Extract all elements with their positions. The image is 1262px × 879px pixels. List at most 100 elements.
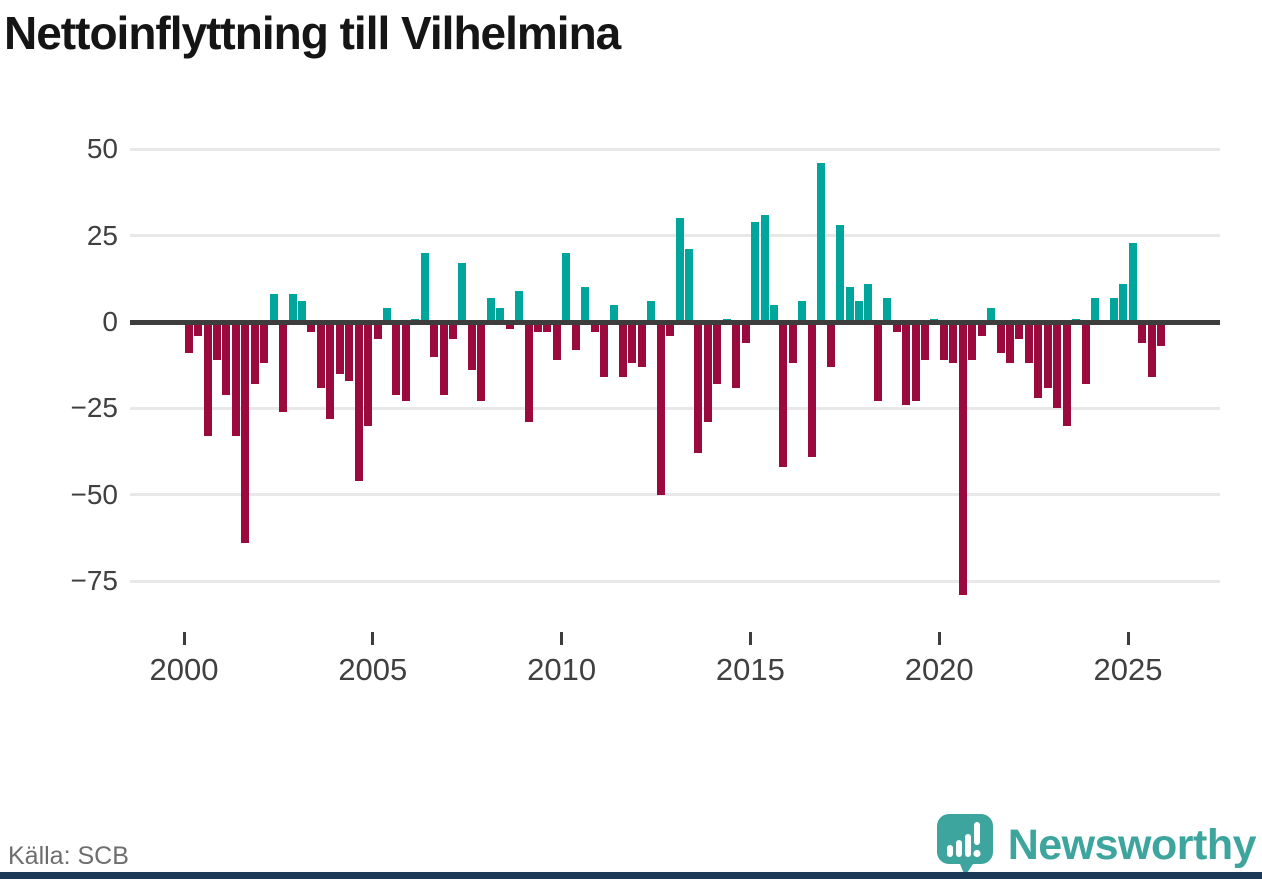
bar-2025-Q2 <box>1138 322 1147 343</box>
bar-2005-Q3 <box>392 322 401 395</box>
newsworthy-bubble-chart-icon <box>936 814 993 876</box>
bar-2021-Q3 <box>996 322 1005 354</box>
bar-2019-Q3 <box>921 322 930 360</box>
bar-2007-Q1 <box>449 322 458 340</box>
bar-2001-Q2 <box>231 322 240 436</box>
bar-2011-Q2 <box>609 304 618 322</box>
bar-2016-Q2 <box>798 301 807 322</box>
bar-2019-Q1 <box>902 322 911 405</box>
bar-2023-Q1 <box>1053 322 1062 409</box>
x-axis-label: 2000 <box>149 652 219 687</box>
gridline <box>130 406 1220 410</box>
bar-2021-Q1 <box>977 322 986 336</box>
zero-axis-line <box>130 319 1220 325</box>
bar-2005-Q4 <box>401 322 410 402</box>
bottom-accent-strip <box>0 872 1262 879</box>
bar-2021-Q4 <box>1006 322 1014 364</box>
x-axis-label: 2020 <box>904 652 974 687</box>
bar-2007-Q3 <box>467 322 476 371</box>
bar-2002-Q1 <box>260 322 269 364</box>
y-axis-label: 25 <box>86 219 118 251</box>
bar-2011-Q3 <box>618 322 627 378</box>
bar-2017-Q2 <box>836 225 845 322</box>
bar-2015-Q1 <box>751 221 760 322</box>
bar-2023-Q4 <box>1081 322 1090 385</box>
bar-2002-Q2 <box>269 294 278 322</box>
gridline <box>130 147 1220 151</box>
bar-2008-Q4 <box>515 290 524 322</box>
bar-2015-Q2 <box>760 214 769 322</box>
bar-2009-Q3 <box>543 322 552 333</box>
gridline <box>130 234 1220 238</box>
bar-2001-Q1 <box>222 322 231 395</box>
bar-2005-Q1 <box>373 322 382 340</box>
bar-2025-Q4 <box>1157 322 1166 347</box>
x-tick-mark <box>560 632 564 645</box>
bar-2009-Q1 <box>524 322 533 423</box>
bar-2012-Q2 <box>647 301 656 322</box>
bar-2011-Q4 <box>628 322 637 364</box>
x-axis-label: 2005 <box>338 652 408 687</box>
bar-2025-Q3 <box>1147 322 1156 378</box>
bar-2024-Q4 <box>1119 283 1128 322</box>
bar-2010-Q4 <box>590 322 599 333</box>
bar-2024-Q1 <box>1090 297 1099 322</box>
source-caption: Källa: SCB <box>8 842 129 870</box>
bar-2020-Q2 <box>949 322 958 364</box>
bar-2022-Q3 <box>1034 322 1043 398</box>
bar-2008-Q2 <box>496 308 505 322</box>
bar-2001-Q4 <box>250 322 259 385</box>
bar-2003-Q3 <box>316 322 325 388</box>
bar-2014-Q1 <box>713 322 722 385</box>
x-tick-mark <box>371 632 375 645</box>
bar-2016-Q3 <box>807 322 816 457</box>
page-title: Nettoinflyttning till Vilhelmina <box>4 7 621 59</box>
bar-2002-Q3 <box>279 322 288 412</box>
bar-2014-Q3 <box>732 322 741 388</box>
bar-2020-Q1 <box>939 322 948 360</box>
bar-2024-Q3 <box>1109 297 1118 322</box>
bar-2025-Q1 <box>1128 242 1137 322</box>
bar-2022-Q2 <box>1024 322 1033 364</box>
bar-2013-Q2 <box>685 249 694 322</box>
bar-2007-Q2 <box>458 263 467 322</box>
bar-2018-Q3 <box>883 297 892 322</box>
bar-2022-Q4 <box>1043 322 1052 388</box>
x-tick-mark <box>1126 632 1130 645</box>
bar-2009-Q4 <box>552 322 561 360</box>
bar-2004-Q4 <box>364 322 373 426</box>
bar-2001-Q3 <box>241 322 250 544</box>
bar-2021-Q2 <box>987 308 996 322</box>
bar-2010-Q3 <box>581 287 590 322</box>
bar-2018-Q4 <box>892 322 901 333</box>
bar-2012-Q4 <box>666 322 675 336</box>
bar-2013-Q3 <box>694 322 703 454</box>
bar-2014-Q4 <box>741 322 750 343</box>
bar-2018-Q2 <box>873 322 882 402</box>
x-tick-mark <box>182 632 186 645</box>
bar-2016-Q4 <box>817 163 826 322</box>
bar-2003-Q4 <box>326 322 335 419</box>
x-tick-mark <box>748 632 752 645</box>
bar-2012-Q3 <box>656 322 665 495</box>
bar-2002-Q4 <box>288 294 297 322</box>
bar-2016-Q1 <box>788 322 797 364</box>
bar-2017-Q3 <box>845 287 854 322</box>
x-axis-label: 2015 <box>715 652 785 687</box>
bar-2010-Q1 <box>562 252 571 322</box>
bar-2000-Q1 <box>184 322 193 354</box>
x-axis-label: 2025 <box>1093 652 1163 687</box>
bar-2019-Q2 <box>911 322 920 402</box>
bar-2000-Q2 <box>194 322 203 336</box>
y-axis-label: 50 <box>86 133 118 165</box>
bar-2020-Q3 <box>958 322 967 595</box>
bar-2017-Q4 <box>854 301 863 322</box>
bar-2020-Q4 <box>968 322 977 360</box>
gridline <box>130 579 1220 583</box>
gridline <box>130 493 1220 497</box>
bar-2007-Q4 <box>477 322 486 402</box>
y-axis-label: 0 <box>102 306 118 337</box>
bar-2010-Q2 <box>571 322 580 350</box>
bar-2015-Q3 <box>770 304 778 322</box>
